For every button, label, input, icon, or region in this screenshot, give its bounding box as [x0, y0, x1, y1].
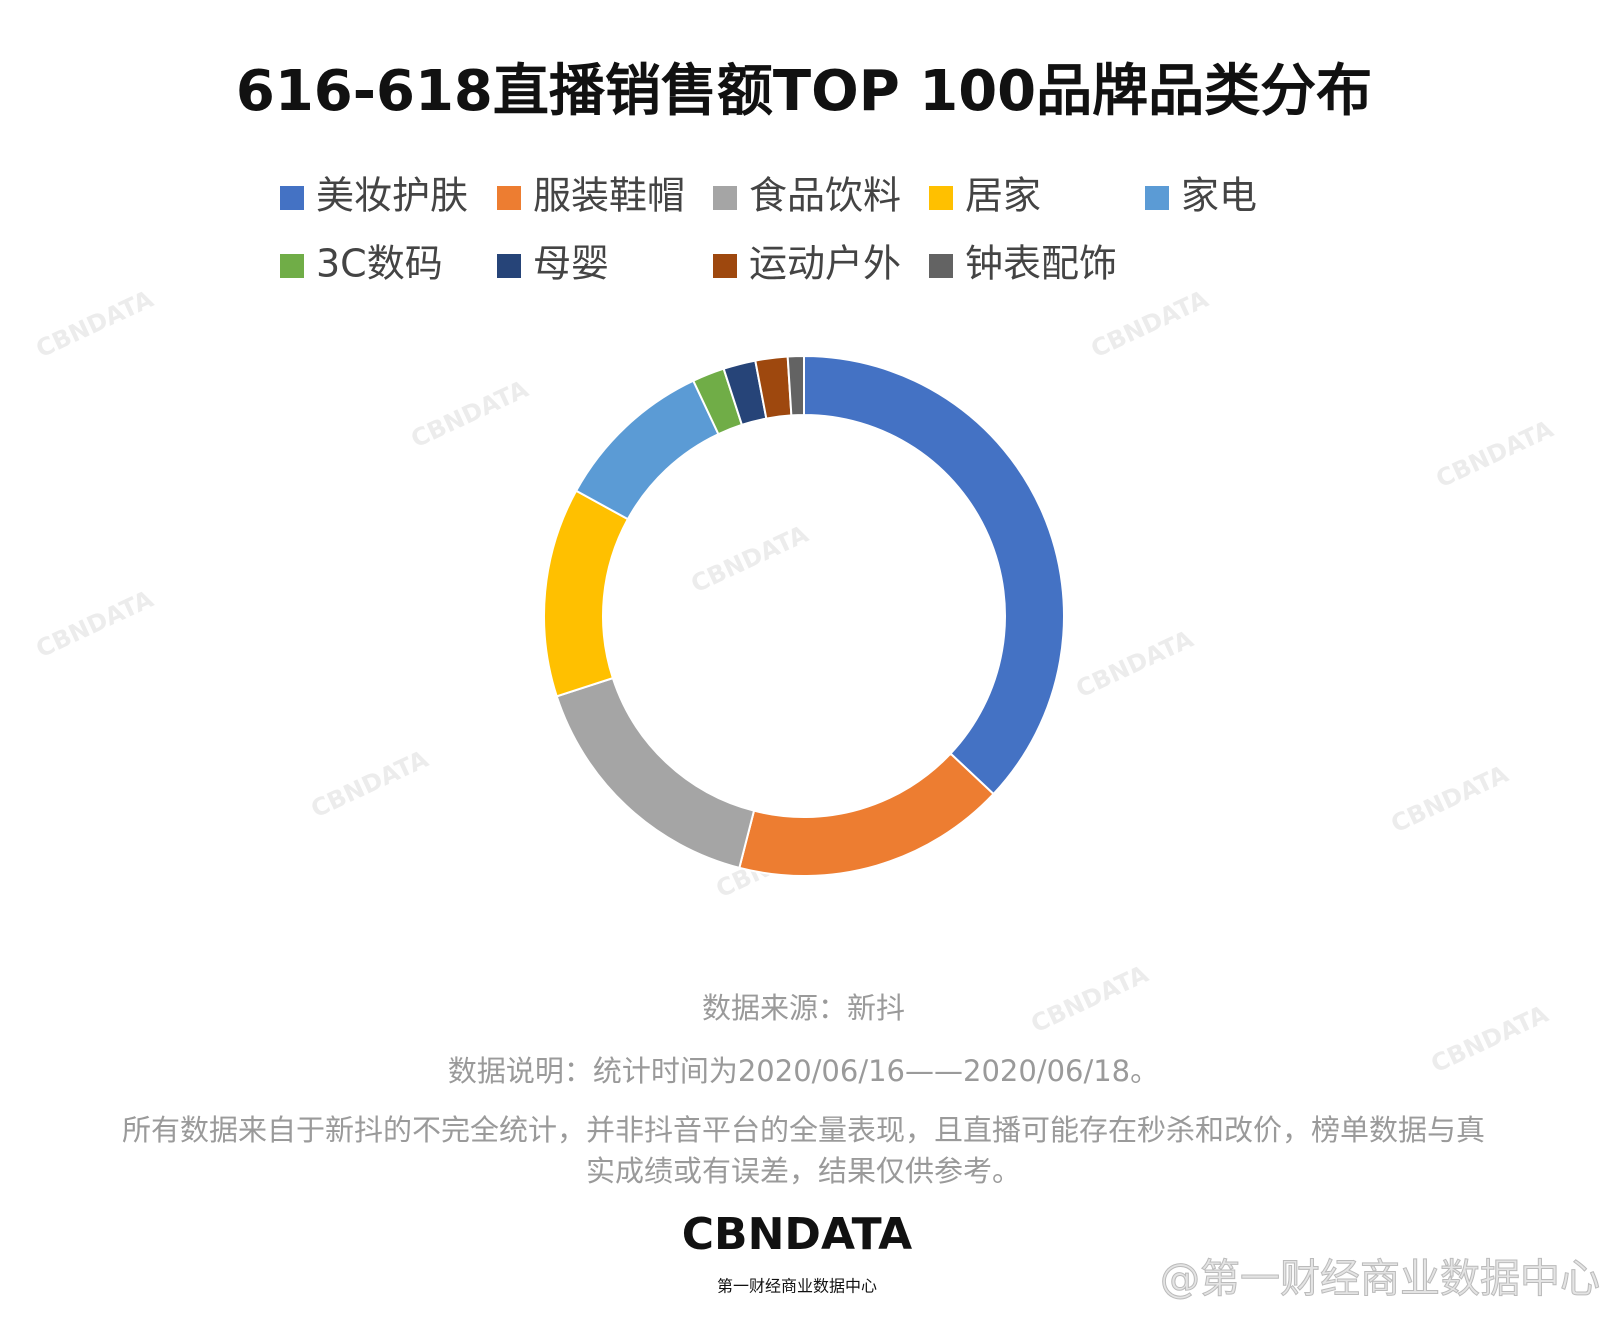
logo: CBNDATA: [682, 1209, 912, 1260]
legend-label: 3C数码: [316, 242, 443, 286]
source-note: 数据来源：新抖: [701, 991, 905, 1025]
legend-label: 运动户外: [749, 242, 901, 286]
donut-slice: [738, 752, 995, 877]
donut-slice: [803, 354, 1065, 796]
donut-slice: [555, 676, 756, 870]
legend-label: 服装鞋帽: [533, 174, 685, 218]
legend-swatch: [1145, 186, 1169, 210]
legend-label: 食品饮料: [749, 174, 901, 218]
watermark: CBNDATA: [407, 375, 533, 454]
legend-swatch: [929, 254, 953, 278]
watermark: CBNDATA: [687, 520, 813, 599]
legend-swatch: [280, 186, 304, 210]
donut-slice: [543, 489, 630, 698]
watermark: CBNDATA: [32, 585, 158, 664]
legend-label: 钟表配饰: [965, 242, 1117, 286]
legend-swatch: [713, 186, 737, 210]
watermark: CBNDATA: [1387, 760, 1513, 839]
legend-swatch: [713, 254, 737, 278]
donut-slice: [574, 379, 720, 521]
legend-swatch: [929, 186, 953, 210]
legend-swatch: [497, 254, 521, 278]
legend-label: 母婴: [533, 242, 609, 286]
legend-swatch: [280, 254, 304, 278]
watermark: CBNDATA: [1087, 285, 1213, 364]
logo-subtitle: 第一财经商业数据中心: [717, 1277, 877, 1296]
watermark: CBNDATA: [307, 745, 433, 824]
legend-swatch: [497, 186, 521, 210]
disclaimer-note: 所有数据来自于新抖的不完全统计，并非抖音平台的全量表现，且直播可能存在秒杀和改价…: [121, 1113, 1485, 1188]
weibo-handle: @第一财经商业数据中心: [1160, 1256, 1600, 1302]
watermark: CBNDATA: [1432, 415, 1558, 494]
legend-label: 居家: [965, 174, 1041, 218]
donut-slice: [786, 354, 805, 417]
legend-label: 家电: [1181, 174, 1257, 218]
watermark: CBNDATA: [32, 285, 158, 364]
legend-label: 美妆护肤: [316, 174, 468, 218]
chart-title: 616-618直播销售额TOP 100品牌品类分布: [236, 59, 1372, 124]
watermark: CBNDATA: [1072, 625, 1198, 704]
description-note: 数据说明：统计时间为2020/06/16——2020/06/18。: [447, 1054, 1160, 1088]
